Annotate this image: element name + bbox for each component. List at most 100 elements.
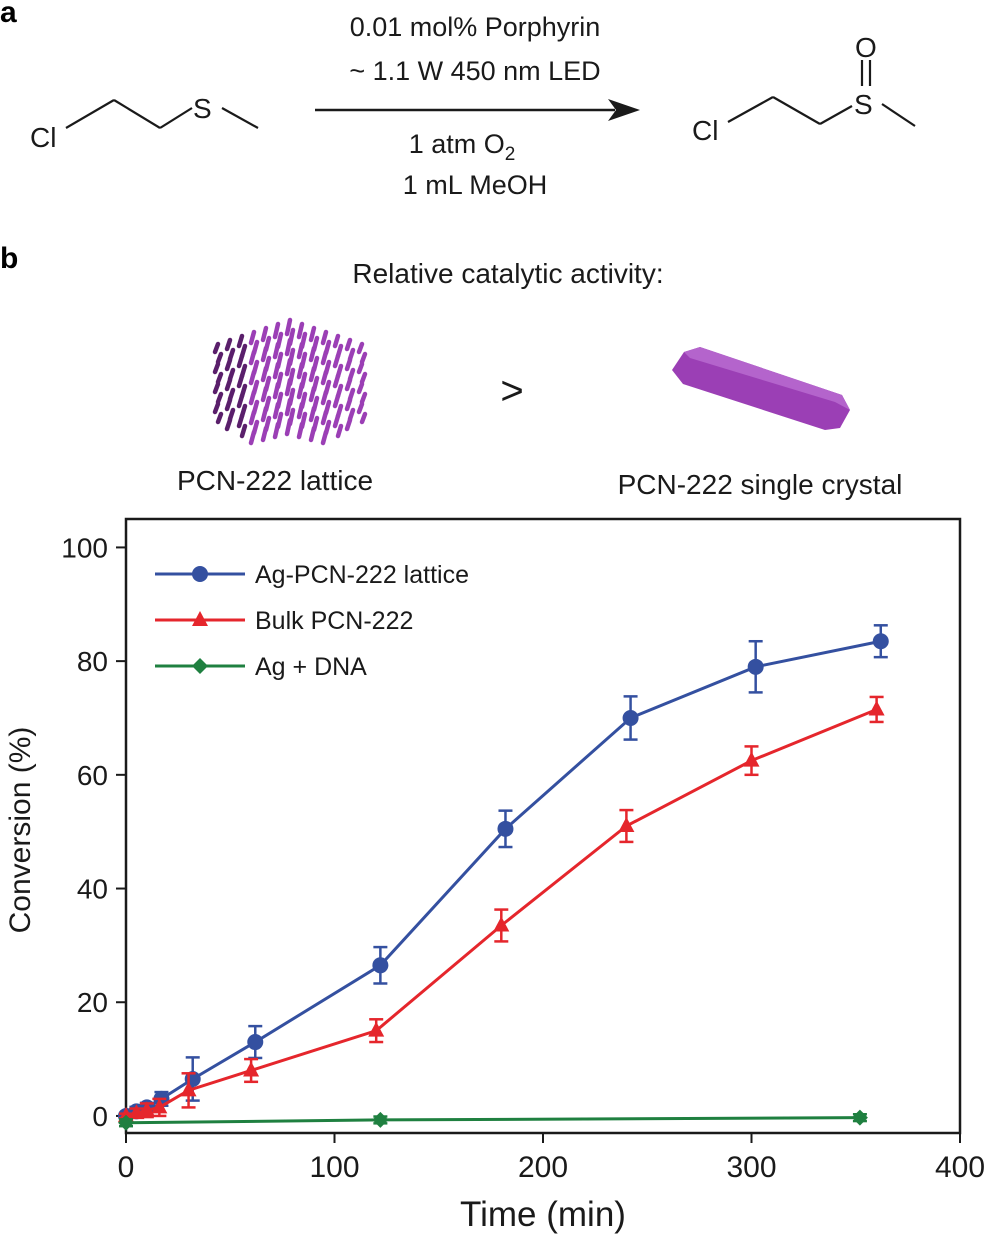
lattice-rod [236, 393, 245, 409]
y-tick-label: 0 [92, 1101, 108, 1132]
product-s-label: S [854, 89, 873, 120]
product-bond-1 [727, 96, 774, 123]
lattice-rod [215, 371, 224, 385]
reaction-arrow-head [608, 99, 640, 121]
data-point [493, 916, 510, 932]
lattice-rod [224, 397, 233, 412]
y-tick-label: 20 [77, 987, 108, 1018]
lattice-rod [236, 353, 245, 369]
lattice-rod [236, 333, 245, 349]
condition-oxygen: 1 atm O2 [409, 129, 516, 165]
y-tick-label: 60 [77, 760, 108, 791]
crystal-body [672, 347, 850, 430]
lattice-rod [296, 401, 305, 420]
data-point [743, 751, 760, 767]
lattice-rod [347, 367, 356, 382]
lattice-rod [320, 329, 329, 346]
data-point [851, 1109, 868, 1126]
y-tick-label: 40 [77, 874, 108, 905]
lattice-rod [344, 397, 353, 412]
legend-marker [192, 658, 208, 674]
lattice-rod [248, 429, 257, 446]
x-tick-label: 0 [118, 1151, 135, 1184]
lattice-rod [359, 371, 368, 385]
legend-marker [192, 566, 208, 582]
legend-label: Ag + DNA [255, 653, 367, 681]
lattice-rod [347, 387, 356, 402]
lattice-rod [284, 357, 293, 377]
lattice-rod [332, 333, 341, 349]
lattice-rod [284, 377, 293, 397]
x-tick-label: 300 [726, 1151, 776, 1184]
lattice-rod [308, 385, 317, 403]
reactant-bond-3 [159, 107, 193, 129]
series-line [125, 1116, 860, 1125]
lattice-rod [224, 357, 233, 372]
reactant-s-label: S [193, 93, 212, 124]
condition-light: ~ 1.1 W 450 nm LED [349, 56, 600, 86]
condition-oxygen-subscript: 2 [505, 144, 516, 165]
lattice-rod [308, 405, 317, 423]
lattice-rod [227, 407, 236, 422]
lattice-rod [308, 345, 317, 363]
lattice-rod [359, 391, 368, 405]
lattice-rod [272, 341, 281, 360]
legend-label: Ag-PCN-222 lattice [255, 561, 469, 589]
x-tick-label: 400 [935, 1151, 985, 1184]
chart-axes: 0 100 200 300 400 0 20 40 60 80 100 [61, 517, 985, 1184]
lattice-rod [224, 337, 233, 352]
crystal-comparison: b Relative catalytic activity: > PCN-222… [0, 242, 902, 500]
lattice-rod [296, 321, 305, 340]
reactant-bond-1 [65, 99, 115, 129]
lattice-rod [248, 349, 257, 366]
data-point [497, 820, 514, 837]
lattice-rod [212, 401, 221, 415]
y-tick-label: 80 [77, 646, 108, 677]
lattice-rod [260, 345, 269, 363]
x-tick-label: 100 [309, 1151, 359, 1184]
product-o-label: O [855, 32, 877, 63]
lattice-rod [332, 393, 341, 409]
panel-letter-a: a [0, 0, 17, 29]
lattice-rod [212, 361, 221, 375]
lattice-rod [224, 417, 233, 432]
lattice-rod [227, 347, 236, 362]
lattice-rod [248, 389, 257, 406]
lattice-rod [260, 385, 269, 403]
lattice-rod [248, 329, 257, 346]
lattice-rod [227, 367, 236, 382]
product-bond-3 [819, 105, 853, 125]
data-point [618, 817, 635, 832]
product-bond-4 [881, 103, 916, 127]
data-point [180, 1081, 197, 1097]
lattice-rod [215, 411, 224, 425]
lattice-label: PCN-222 lattice [177, 465, 373, 496]
y-axis-title: Conversion (%) [4, 727, 37, 934]
lattice-rod [272, 421, 281, 440]
lattice-rod [272, 361, 281, 380]
condition-catalyst: 0.01 mol% Porphyrin [350, 12, 601, 42]
lattice-rod [347, 407, 356, 422]
lattice-rod [212, 381, 221, 395]
lattice-rod [332, 353, 341, 369]
lattice-rod [332, 413, 341, 429]
product-cl-label: Cl [692, 115, 718, 146]
lattice-rod [296, 381, 305, 400]
lattice-rod [248, 409, 257, 426]
series-line [125, 639, 882, 1118]
lattice-rod [272, 381, 281, 400]
lattice-illustration [212, 317, 368, 446]
y-tick-label: 100 [61, 532, 108, 563]
lattice-rod [320, 389, 329, 406]
lattice-rod [359, 411, 368, 425]
lattice-rod [344, 377, 353, 392]
data-point [622, 709, 639, 726]
data-point [118, 1114, 134, 1131]
reactant-structure: Cl S [30, 93, 259, 153]
reaction-scheme: a Cl S 0.01 mol% Porphyrin ~ 1.1 W 450 n… [0, 0, 916, 200]
lattice-rod [347, 347, 356, 362]
legend-label: Bulk PCN-222 [255, 607, 413, 635]
lattice-rod [308, 325, 317, 343]
lattice-rod [320, 429, 329, 446]
